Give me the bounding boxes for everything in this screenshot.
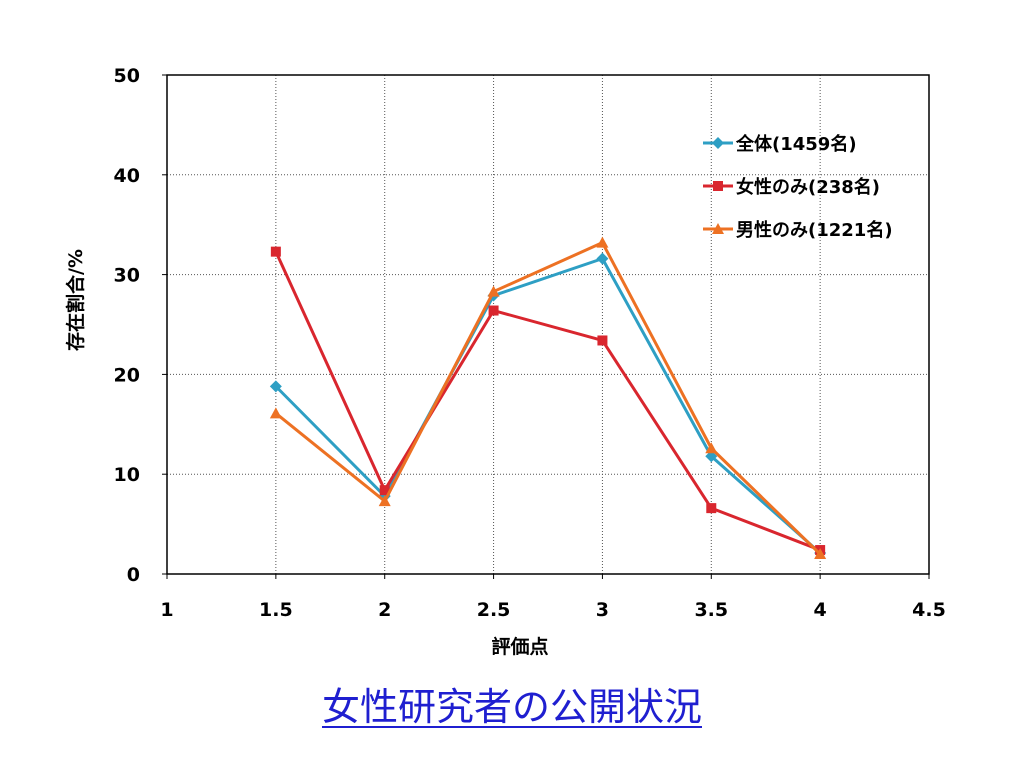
data-point <box>596 252 609 265</box>
data-point <box>378 495 391 507</box>
x-axis-title: 評価点 <box>491 635 548 658</box>
x-tick-label: 1 <box>160 599 173 621</box>
data-point <box>270 246 281 257</box>
legend-item: 全体(1459名) <box>703 133 857 155</box>
legend-marker <box>712 223 724 234</box>
legend-marker <box>712 137 724 149</box>
y-tick-label: 20 <box>114 364 140 386</box>
data-point <box>596 236 609 248</box>
plot-area-frame <box>166 74 930 575</box>
line-chart: 1 1.5 2 2.5 3 3.5 4 4.5 0 10 20 30 40 50 評価点 存在割合/% 全… <box>64 65 946 658</box>
legend: 全体(1459名) 女性のみ(238名) 男性のみ(1221名) <box>703 133 893 241</box>
slide-title-link[interactable]: 女性研究者の公開状況 <box>321 685 702 729</box>
data-point <box>487 285 500 297</box>
legend-label: 男性のみ(1221名) <box>736 219 893 241</box>
y-axis-title: 存在割合/% <box>64 249 87 351</box>
data-series <box>269 236 827 560</box>
series-line <box>274 241 822 556</box>
series-line <box>274 251 821 552</box>
series-2 <box>269 236 827 560</box>
x-tick-label: 2 <box>378 599 391 621</box>
legend-item: 男性のみ(1221名) <box>703 219 893 241</box>
grid-lines <box>167 75 929 574</box>
data-point <box>597 335 608 346</box>
x-tick-label: 3 <box>596 599 609 621</box>
data-point <box>488 305 499 316</box>
series-1 <box>270 246 826 556</box>
data-point <box>379 485 390 496</box>
data-point <box>269 407 282 419</box>
y-tick-label: 30 <box>114 265 140 287</box>
legend-label: 女性のみ(238名) <box>736 176 880 198</box>
series-0 <box>269 252 827 560</box>
legend-label: 全体(1459名) <box>735 133 857 155</box>
y-tick-label: 50 <box>114 65 140 87</box>
x-tick-label: 2.5 <box>477 599 511 621</box>
x-tick-label: 1.5 <box>259 599 293 621</box>
data-point <box>814 548 827 560</box>
legend-item: 女性のみ(238名) <box>703 176 880 198</box>
data-point <box>269 380 282 393</box>
x-tick-label: 4.5 <box>912 599 946 621</box>
y-tick-label: 10 <box>114 464 140 486</box>
x-tick-label: 3.5 <box>694 599 728 621</box>
data-point <box>705 442 718 454</box>
x-tick-label: 4 <box>814 599 827 621</box>
series-line <box>274 257 822 555</box>
axis-ticks: 1 1.5 2 2.5 3 3.5 4 4.5 0 10 20 30 40 50 <box>114 65 946 621</box>
data-point <box>706 503 717 514</box>
y-tick-label: 40 <box>114 165 140 187</box>
legend-marker <box>713 181 723 191</box>
y-tick-label: 0 <box>127 564 140 586</box>
